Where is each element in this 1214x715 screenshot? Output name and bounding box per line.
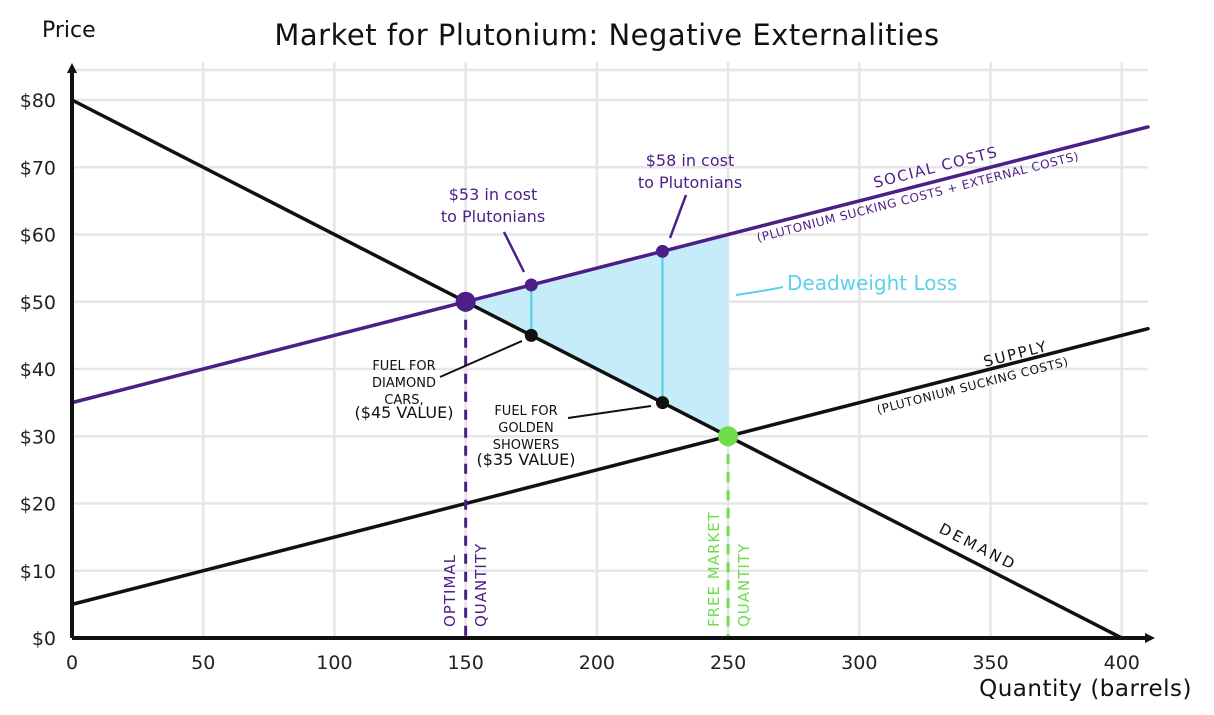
point-free-market-equilibrium [718, 426, 739, 447]
cost-58-leader [668, 194, 688, 239]
point-demand-175 [524, 328, 538, 342]
x-tick-label: 0 [66, 652, 78, 674]
y-tick-label: $50 [20, 292, 56, 314]
x-axis-label: Quantity (barrels) [979, 676, 1192, 702]
x-tick-label: 100 [316, 652, 352, 674]
y-tick-label: $10 [20, 561, 56, 583]
series-lines [70, 98, 1150, 640]
x-tick-label: 200 [579, 652, 615, 674]
data-points [455, 244, 739, 447]
y-tick-label: $0 [32, 628, 56, 650]
point-social-cost-225 [655, 244, 669, 258]
x-tick-label: 400 [1104, 652, 1140, 674]
annotations: SOCIAL COSTS(PLUTONIUM SUCKING COSTS + E… [355, 143, 1081, 627]
supply-line [70, 326, 1150, 607]
x-tick-label: 250 [710, 652, 746, 674]
chart-title: Market for Plutonium: Negative Externali… [274, 18, 940, 52]
tick-labels: $0 $10 $20 $30 $40 $50 $60 $70 $80 0 50 100 150 200 25… [20, 90, 1140, 674]
y-tick-label: $20 [20, 494, 56, 516]
y-tick-label: $70 [20, 157, 56, 179]
x-tick-label: 150 [448, 652, 484, 674]
y-tick-label: $80 [20, 90, 56, 112]
point-optimum [455, 291, 476, 312]
cost-53-leader [502, 231, 526, 273]
y-tick-label: $40 [20, 359, 56, 381]
free-market-quantity-label-1: FREE MARKET [705, 511, 723, 627]
demand-line [70, 98, 1124, 640]
fuel-35-line2: GOLDEN [498, 421, 554, 436]
point-social-cost-175 [524, 278, 538, 292]
point-demand-225 [655, 396, 669, 410]
fuel-35-line4: ($35 VALUE) [477, 450, 576, 469]
y-tick-label: $30 [20, 426, 56, 448]
fuel-45-line2: DIAMOND [372, 376, 436, 391]
fuel-45-line3: CARS, [384, 393, 423, 408]
x-tick-label: 300 [841, 652, 877, 674]
cost-58-line1: $58 in cost [646, 151, 735, 170]
x-tick-label: 350 [972, 652, 1008, 674]
cost-53-line2: to Plutonians [441, 207, 545, 226]
fuel-35-line3: SHOWERS [493, 438, 560, 453]
fuel-45-leader [439, 340, 523, 378]
x-tick-label: 50 [191, 652, 215, 674]
cost-58-line2: to Plutonians [638, 173, 742, 192]
deadweight-loss-label: Deadweight Loss [787, 271, 957, 295]
fuel-35-leader [567, 405, 652, 419]
fuel-35-line1: FUEL FOR [494, 404, 557, 419]
optimal-quantity-label-2: QUANTITY [472, 543, 490, 627]
optimal-quantity-label-1: OPTIMAL [441, 554, 459, 627]
y-tick-label: $60 [20, 225, 56, 247]
supply-sublabel: (PLUTONIUM SUCKING COSTS) [875, 354, 1070, 417]
cost-53-line1: $53 in cost [449, 185, 538, 204]
y-axis-label: Price [42, 18, 96, 43]
social-costs-line [70, 125, 1150, 405]
deadweight-loss-leader [735, 286, 784, 296]
fuel-45-line4: ($45 VALUE) [355, 403, 454, 422]
axes [67, 63, 1155, 643]
free-market-quantity-label-2: QUANTITY [735, 543, 753, 627]
fuel-45-line1: FUEL FOR [372, 359, 435, 374]
